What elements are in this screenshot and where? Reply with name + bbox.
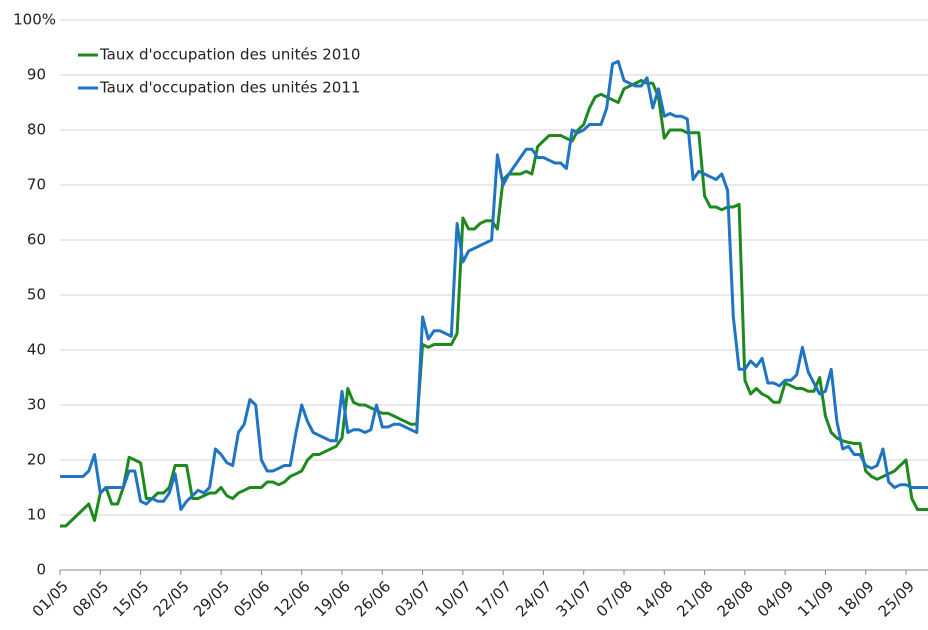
x-tick-label: 14/08 bbox=[633, 577, 676, 620]
x-tick-label: 07/08 bbox=[593, 577, 636, 620]
y-tick-label: 100% bbox=[13, 11, 56, 29]
x-tick-label: 01/05 bbox=[29, 577, 72, 620]
y-tick-label: 90 bbox=[27, 66, 46, 84]
x-tick-label: 15/05 bbox=[109, 577, 152, 620]
series-line bbox=[60, 79, 928, 528]
x-tick-label: 05/06 bbox=[230, 577, 273, 620]
x-tick-label: 28/08 bbox=[714, 577, 757, 620]
x-tick-label: 18/09 bbox=[834, 577, 877, 620]
x-tick-label: 25/09 bbox=[875, 577, 918, 620]
x-tick-label: 03/07 bbox=[391, 577, 434, 620]
y-tick-label: 40 bbox=[27, 341, 46, 359]
legend-label: Taux d'occupation des unités 2010 bbox=[99, 46, 360, 64]
x-tick-label: 26/06 bbox=[351, 577, 394, 620]
x-tick-label: 31/07 bbox=[552, 577, 595, 620]
x-tick-label: 12/06 bbox=[270, 577, 313, 620]
series-line bbox=[60, 59, 928, 511]
x-tick-label: 29/05 bbox=[190, 577, 233, 620]
x-tick-label: 17/07 bbox=[472, 577, 515, 620]
x-tick-label: 19/06 bbox=[311, 577, 354, 620]
x-tick-label: 04/09 bbox=[754, 577, 797, 620]
y-tick-label: 10 bbox=[27, 506, 46, 524]
x-tick-label: 21/08 bbox=[673, 577, 716, 620]
x-tick-label: 08/05 bbox=[69, 577, 112, 620]
x-tick-label: 24/07 bbox=[512, 577, 555, 620]
y-tick-label: 70 bbox=[27, 176, 46, 194]
y-tick-label: 0 bbox=[36, 561, 46, 579]
y-tick-label: 20 bbox=[27, 451, 46, 469]
y-tick-label: 30 bbox=[27, 396, 46, 414]
x-tick-label: 11/09 bbox=[794, 577, 837, 620]
x-tick-label: 22/05 bbox=[150, 577, 193, 620]
x-tick-label: 10/07 bbox=[432, 577, 475, 620]
y-tick-label: 80 bbox=[27, 121, 46, 139]
legend-label: Taux d'occupation des unités 2011 bbox=[99, 79, 360, 97]
y-tick-label: 50 bbox=[27, 286, 46, 304]
y-tick-label: 60 bbox=[27, 231, 46, 249]
